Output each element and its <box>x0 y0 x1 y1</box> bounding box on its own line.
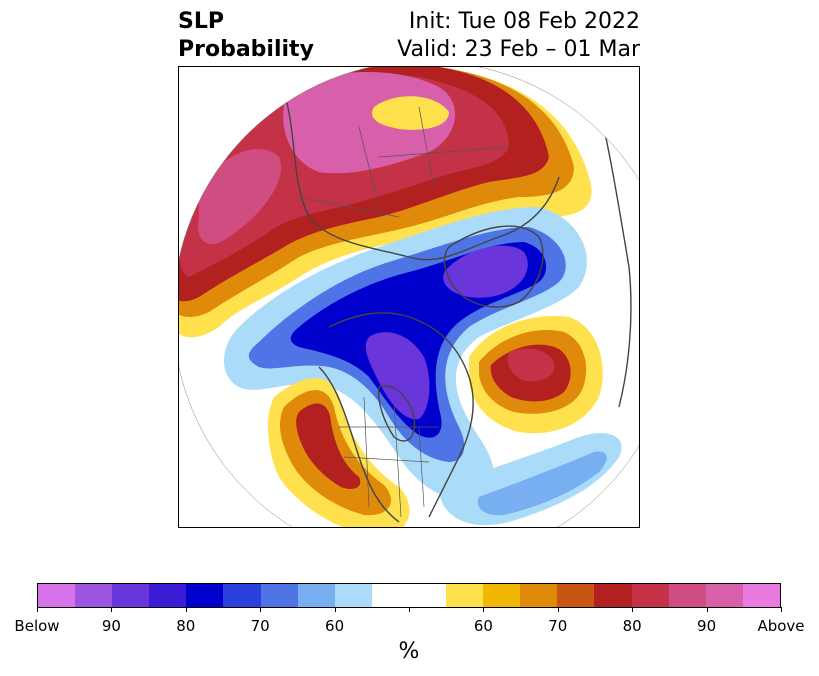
colorbar-tick-mark <box>781 607 782 612</box>
colorbar-tick-label: 60 <box>473 617 493 635</box>
warm-region-atlantic-4 <box>507 348 555 382</box>
warm-region-north-5 <box>198 148 281 245</box>
colorbar-unit: % <box>398 639 420 664</box>
chart-title: SLP Probability <box>178 8 314 64</box>
colorbar-segment <box>112 584 150 607</box>
colorbar-segment <box>149 584 187 607</box>
colorbar-tick-mark <box>334 607 336 612</box>
colorbar-segment <box>705 584 743 607</box>
colorbar-segment <box>742 584 780 607</box>
colorbar-tick-mark <box>483 607 485 612</box>
colorbar-tick-mark <box>185 607 187 612</box>
political-borders <box>298 106 510 518</box>
colorbar-segment <box>297 584 335 607</box>
colorbar-tick-label: 90 <box>101 617 121 635</box>
colorbar-segment <box>594 584 632 607</box>
colorbar <box>37 583 781 608</box>
colorbar-segment <box>520 584 558 607</box>
run-info: Init: Tue 08 Feb 2022 Valid: 23 Feb – 01… <box>397 8 640 64</box>
colorbar-tick-mark <box>37 607 38 612</box>
title-line-2: Probability <box>178 37 314 62</box>
map-svg <box>179 67 639 527</box>
colorbar-tick-label: 90 <box>697 617 717 635</box>
colorbar-segment <box>631 584 669 607</box>
colorbar-segment <box>75 584 113 607</box>
colorbar-segment <box>557 584 595 607</box>
cold-core-canada <box>365 332 430 420</box>
colorbar-tick-mark <box>409 607 410 612</box>
colorbar-segment <box>483 584 521 607</box>
colorbar-segment <box>446 584 484 607</box>
colorbar-segment <box>223 584 261 607</box>
colorbar-tick-label: Above <box>757 617 805 635</box>
cool-region-southeast-2 <box>477 451 607 516</box>
colorbar-tick-label: 80 <box>176 617 196 635</box>
cold-core-greenland <box>443 245 528 298</box>
colorbar-tick-label: 70 <box>250 617 270 635</box>
colorbar-segment <box>186 584 224 607</box>
colorbar-tick-label: 60 <box>325 617 345 635</box>
title-line-1: SLP <box>178 9 224 34</box>
colorbar-tick-mark <box>260 607 262 612</box>
colorbar-segment <box>408 584 447 607</box>
probability-map <box>178 66 640 528</box>
colorbar-tick-mark <box>111 607 113 612</box>
colorbar-segment <box>38 584 76 607</box>
colorbar-segment <box>260 584 298 607</box>
colorbar-segment <box>334 584 372 607</box>
cool-gap-north <box>371 96 449 130</box>
colorbar-tick-label: 80 <box>622 617 642 635</box>
colorbar-tick-mark <box>706 607 708 612</box>
colorbar-tick-mark <box>632 607 634 612</box>
coastlines <box>278 76 632 523</box>
colorbar-segment <box>668 584 706 607</box>
init-label: Init: Tue 08 Feb 2022 <box>408 9 640 34</box>
colorbar-tick-mark <box>557 607 559 612</box>
warm-region-west-us-3 <box>296 403 361 489</box>
colorbar-tick-label: Below <box>14 617 60 635</box>
valid-label: Valid: 23 Feb – 01 Mar <box>397 37 640 62</box>
colorbar-tick-label: 70 <box>548 617 568 635</box>
colorbar-segment <box>371 584 409 607</box>
